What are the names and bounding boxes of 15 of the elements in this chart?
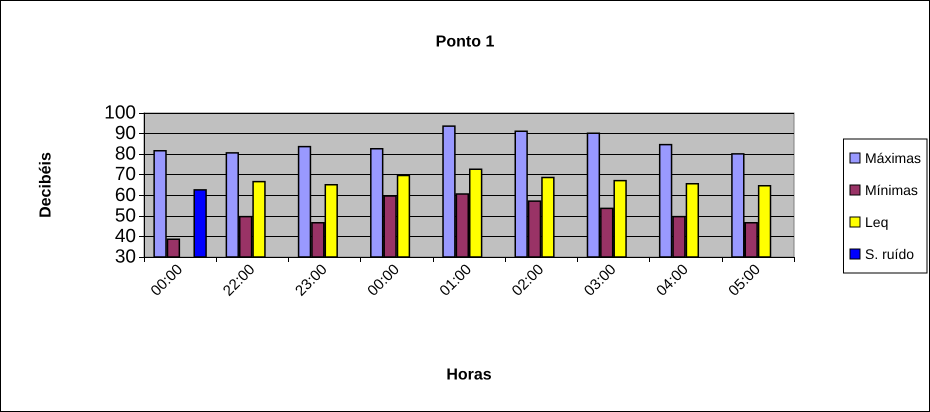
y-tick-label: 60 [114, 184, 136, 206]
x-axis-title: Horas [446, 366, 492, 384]
y-tick-label: 30 [114, 246, 136, 268]
legend-label: Máximas [864, 150, 922, 166]
y-axis-title: Decibéis [38, 152, 54, 218]
legend-label: Mínimas [864, 182, 918, 198]
y-tick-label: 80 [114, 144, 136, 165]
y-tick-label: 50 [114, 205, 136, 226]
y-tick-label: 100 [104, 102, 136, 124]
legend-label: S. ruído [864, 246, 914, 262]
y-tick-label: 90 [114, 123, 136, 144]
y-tick-label: 70 [114, 164, 136, 186]
chart-title: Ponto 1 [436, 34, 494, 50]
y-tick-label: 40 [114, 226, 136, 247]
legend-label: Leq [864, 214, 888, 230]
